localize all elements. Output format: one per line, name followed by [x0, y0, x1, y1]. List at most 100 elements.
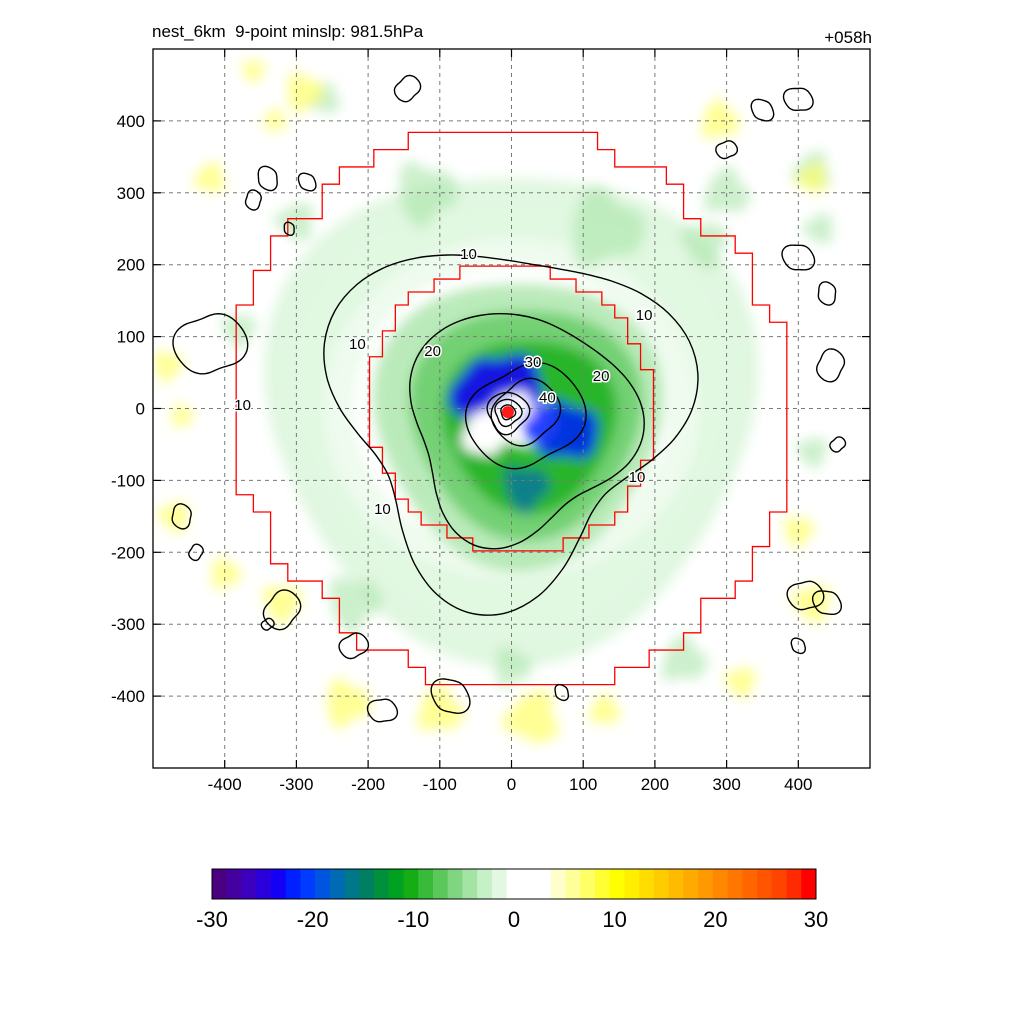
colorbar-swatch [315, 869, 331, 899]
colorbar-tick-label: 0 [508, 907, 520, 932]
y-tick-label: -200 [111, 543, 145, 562]
x-tick-label: -400 [208, 775, 242, 794]
y-tick-label: 300 [117, 184, 145, 203]
contour-small [554, 683, 570, 702]
colorbar-swatch [609, 869, 625, 899]
colorbar-swatch [565, 869, 581, 899]
green-patch [801, 214, 834, 244]
x-tick-label: -200 [351, 775, 385, 794]
colorbar-swatch [344, 869, 360, 899]
yellow-patch [211, 556, 241, 591]
y-tick-label: 400 [117, 112, 145, 131]
chart-title: nest_6km 9-point minslp: 981.5hPa [152, 22, 424, 41]
colorbar-swatch [550, 869, 567, 899]
contour-20 [409, 312, 645, 550]
contour-small [790, 637, 807, 655]
colorbar-swatch [698, 869, 714, 899]
colorbar-swatch [447, 869, 463, 899]
contour-small [786, 580, 825, 611]
contour-small [430, 678, 471, 714]
contour-small [283, 221, 295, 237]
colorbar-swatch [241, 869, 257, 899]
colorbar-swatch [285, 869, 301, 899]
colorbar-swatch [712, 869, 729, 899]
colorbar-tick-label: -30 [196, 907, 228, 932]
colorbar-swatch [388, 869, 405, 899]
contour-small [338, 632, 370, 660]
yellow-patch [502, 690, 559, 743]
colorbar-swatch [477, 869, 493, 899]
colorbar-swatch [536, 869, 552, 899]
contour-small [393, 74, 422, 103]
colorbar-swatch [742, 869, 758, 899]
colorbar-swatch [403, 869, 419, 899]
green-patch [274, 203, 315, 241]
contour-small [172, 313, 249, 375]
contour-small [750, 98, 775, 122]
contour-30 [464, 361, 587, 470]
contour-label: 10 [460, 246, 477, 263]
colorbar-tick-label: -20 [297, 907, 329, 932]
contour-small [260, 617, 275, 631]
eyewall-blue-east [521, 399, 599, 459]
yellow-patch [417, 684, 465, 731]
contour-label: 20 [424, 343, 441, 360]
green-patch [680, 222, 729, 269]
contour-50 [486, 391, 531, 436]
contour-label: 10 [629, 469, 646, 486]
yellow-patch [241, 60, 266, 84]
colorbar-swatch [270, 869, 287, 899]
field-shading [153, 60, 834, 743]
contour-small [829, 436, 847, 453]
contour-70 [500, 404, 517, 421]
y-tick-label: -100 [111, 471, 145, 490]
colorbar-swatch [668, 869, 684, 899]
green-patch [399, 161, 458, 228]
contour-small [811, 590, 843, 616]
contour-small [188, 543, 204, 562]
colorbar-swatch [329, 869, 346, 899]
contour-label: 20 [593, 368, 610, 385]
contours [171, 74, 847, 723]
colorbar-swatch [506, 869, 522, 899]
contour-10 [323, 254, 699, 616]
colorbar-swatch [624, 869, 640, 899]
x-tick-label: 400 [784, 775, 812, 794]
colorbar-swatch [639, 869, 655, 899]
forecast-hour-label: +058h [824, 28, 872, 47]
yellow-patch [192, 162, 226, 193]
y-tick-label: -300 [111, 615, 145, 634]
green-patch [795, 437, 829, 469]
colorbar-swatch [595, 869, 611, 899]
colorbar-swatch [212, 869, 228, 899]
colorbar-swatch [359, 869, 375, 899]
green-patch [495, 646, 532, 688]
y-tick-label: 0 [136, 400, 145, 419]
colorbar-swatch [256, 869, 272, 899]
colorbar-swatch [226, 869, 242, 899]
colorbar-swatch [801, 869, 817, 899]
colorbar-swatch [418, 869, 434, 899]
yellow-patch [790, 584, 832, 623]
outer-nest-boundary [235, 131, 788, 686]
y-tick-label: -400 [111, 687, 145, 706]
contour-small [257, 165, 278, 192]
contour-label: 40 [539, 390, 556, 407]
storm-center-marker [501, 406, 514, 419]
contour-small [816, 348, 846, 383]
green-patch [329, 576, 383, 634]
x-tick-label: 100 [569, 775, 597, 794]
axes: -400 -300 -200 -100 0 100 200 300 40040030020010… [111, 49, 870, 794]
colorbar-swatch [491, 869, 508, 899]
yellow-patch [588, 693, 621, 724]
y-tick-label: 200 [117, 256, 145, 275]
yellow-patch [701, 98, 740, 139]
inner-nest-boundary [368, 265, 655, 552]
colorbar-tick-label: -10 [397, 907, 429, 932]
contour-small [366, 698, 399, 723]
contour-label: 10 [349, 336, 366, 353]
colorbar-tick-label: 20 [703, 907, 727, 932]
green-patch [661, 633, 708, 681]
y-tick-label: 100 [117, 328, 145, 347]
colorbar-swatch [580, 869, 596, 899]
